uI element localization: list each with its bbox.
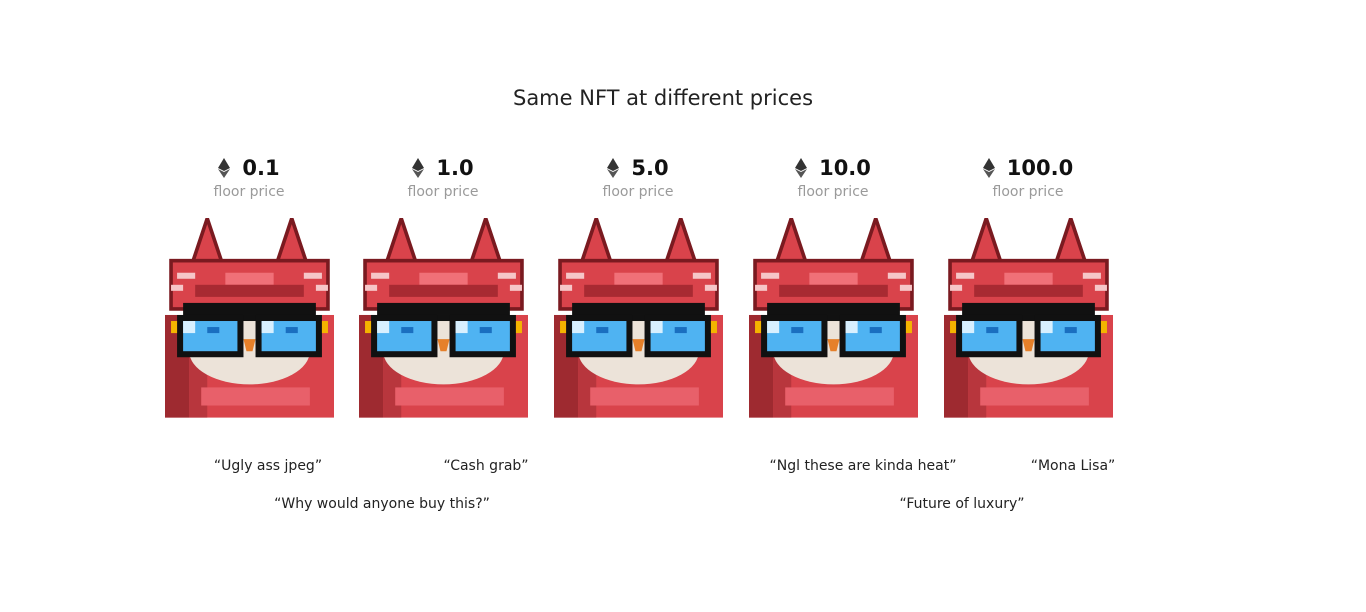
nft-image (944, 218, 1113, 418)
nft-image (554, 218, 723, 418)
page-title: Same NFT at different prices (512, 86, 814, 110)
caption-future: “Future of luxury” (899, 496, 1025, 512)
ethereum-icon (983, 158, 995, 178)
price-value: 10.0 (819, 156, 871, 180)
price-value: 5.0 (631, 156, 669, 180)
caption-ugly: “Ugly ass jpeg” (213, 458, 323, 474)
nft-card: 100.0 floor price (943, 150, 1113, 418)
floor-price-label: floor price (407, 184, 479, 200)
floor-price-label: floor price (213, 184, 285, 200)
caption-heat: “Ngl these are kinda heat” (769, 458, 957, 474)
ethereum-icon (218, 158, 230, 178)
nft-card: 10.0 floor price (748, 150, 918, 418)
price-value: 1.0 (436, 156, 474, 180)
price-value: 100.0 (1006, 156, 1074, 180)
nft-card: 0.1 floor price (164, 150, 334, 418)
floor-price-label: floor price (992, 184, 1064, 200)
caption-cash-grab: “Cash grab” (443, 458, 529, 474)
ethereum-icon (607, 158, 619, 178)
floor-price-label: floor price (797, 184, 869, 200)
nft-image (359, 218, 528, 418)
nft-card: 1.0 floor price (358, 150, 528, 418)
caption-mona-lisa: “Mona Lisa” (1030, 458, 1116, 474)
price-value: 0.1 (242, 156, 280, 180)
nft-image (165, 218, 334, 418)
floor-price-label: floor price (602, 184, 674, 200)
nft-card: 5.0 floor price (553, 150, 723, 418)
caption-why: “Why would anyone buy this?” (274, 496, 490, 512)
ethereum-icon (795, 158, 807, 178)
nft-image (749, 218, 918, 418)
ethereum-icon (412, 158, 424, 178)
